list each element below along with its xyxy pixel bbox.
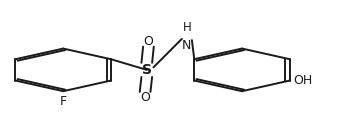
Text: O: O	[144, 35, 153, 48]
Text: S: S	[142, 63, 152, 77]
Text: O: O	[140, 91, 150, 103]
Text: F: F	[60, 95, 67, 108]
Text: N: N	[182, 39, 191, 52]
Text: H: H	[183, 21, 191, 34]
Text: OH: OH	[293, 74, 312, 87]
